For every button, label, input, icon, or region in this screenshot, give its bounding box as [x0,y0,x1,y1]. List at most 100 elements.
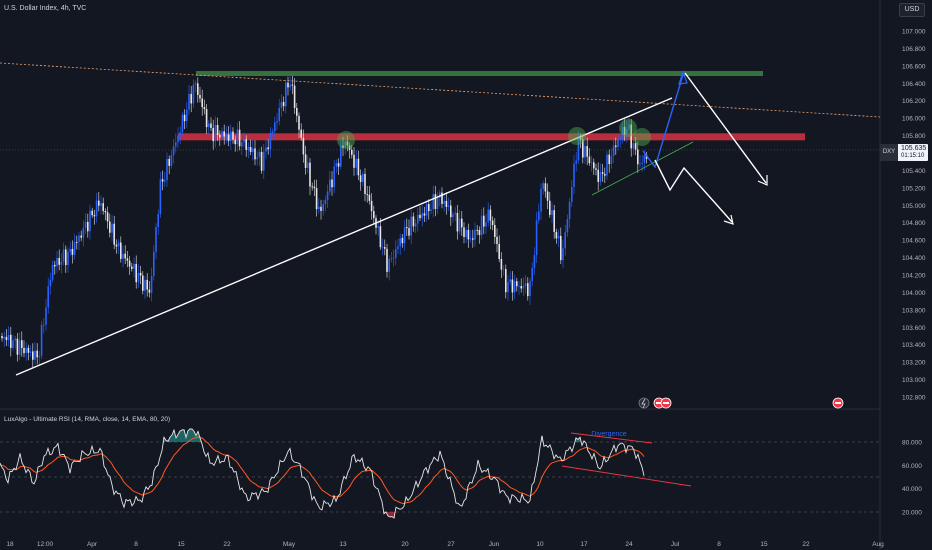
candle-body [126,258,129,261]
candle-body [551,210,553,215]
candle-body [203,107,206,110]
candle-body [291,84,294,86]
touch-highlight [337,131,355,149]
candle-body [364,173,366,194]
candle-body [377,226,379,228]
candle-body [604,173,606,176]
candle-body [351,149,353,155]
candle-body [425,204,428,216]
candle-body [542,183,544,189]
candle-body [302,137,305,155]
candle-body [617,139,619,147]
candle-body [582,139,584,158]
candle-body [630,124,632,149]
candle-body [606,154,608,176]
candle-body [445,200,448,207]
candle-body [615,145,617,147]
candle-body [267,147,269,150]
bar-countdown: 01:15:10 [901,153,925,159]
price-axis-label: 104.400 [902,255,926,262]
candle-body [335,163,338,167]
channel-support-line [591,141,694,196]
candle-body [16,338,19,355]
oversold-fill [393,512,395,519]
candle-body [518,286,520,287]
candle-body [399,238,401,247]
candle-body [236,129,239,145]
candle-body [109,221,111,233]
candle-body [474,229,476,240]
candle-body [278,107,280,122]
candle-body [610,155,613,165]
overbought-fill [169,437,171,442]
lightning-event-icon [638,397,650,409]
candle-body [344,141,346,148]
candle-body [27,347,30,353]
candle-body [476,229,478,231]
candle-body [311,186,313,188]
candle-body [478,229,481,236]
candle-body [315,188,318,210]
candle-body [531,267,533,282]
candle-body [568,201,571,220]
price-axis-label: 105.800 [902,133,926,140]
candle-body [205,109,208,128]
candle-body [298,115,300,130]
candle-body [386,248,388,272]
candle-body [403,227,406,244]
candle-body [637,149,639,165]
candle-body [1,336,3,339]
candle-body [199,94,201,99]
candle-body [289,84,291,88]
candle-body [47,286,49,308]
candle-body [368,194,371,201]
candle-body [117,242,120,247]
divergence-top-line [570,432,653,444]
bullish-arrowhead [678,70,688,85]
candle-body [586,146,588,157]
candle-body [274,122,276,132]
candle-body [626,129,628,135]
candle-body [18,340,21,355]
candle-body [333,166,335,188]
candle-body [461,218,463,228]
candle-body [564,232,566,249]
price-axis-label: 105.000 [902,203,926,210]
candle-body [252,148,254,152]
candle-body [221,131,223,138]
candle-body [111,223,113,233]
candle-body [179,132,181,136]
candle-body [566,219,569,233]
candle-body [421,213,423,219]
currency-button[interactable]: USD [899,3,925,17]
candle-body [65,249,67,266]
candle-body [423,213,426,216]
candle-body [175,142,177,147]
candle-body [76,242,78,243]
candle-body [285,82,287,107]
overbought-fill [577,439,579,442]
price-axis-label: 103.200 [902,360,926,367]
candle-body [214,124,217,142]
candle-body [73,242,76,255]
candle-body [7,334,10,341]
candle-body [263,151,265,171]
candle-body [177,135,179,143]
time-axis-label: Jun [489,541,500,548]
rsi-axis-label: 80.000 [902,440,922,447]
candle-body [186,109,188,122]
candle-body [230,131,232,141]
price-axis-label: 103.400 [902,342,926,349]
candle-body [307,162,309,168]
candle-body [168,158,170,166]
candle-body [553,210,555,232]
candle-body [516,281,518,287]
candle-body [571,186,573,202]
candle-body [210,123,212,129]
rsi-signal-line [0,436,645,505]
candle-body [56,257,58,267]
candle-body [190,93,192,104]
candle-body [148,289,151,293]
candle-body [254,148,256,160]
